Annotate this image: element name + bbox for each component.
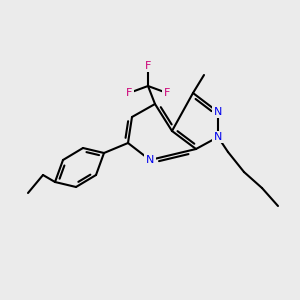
Text: F: F	[164, 88, 170, 98]
Text: F: F	[145, 61, 151, 71]
Text: N: N	[214, 132, 222, 142]
Text: N: N	[146, 155, 154, 165]
Text: N: N	[214, 107, 222, 117]
Text: F: F	[126, 88, 132, 98]
